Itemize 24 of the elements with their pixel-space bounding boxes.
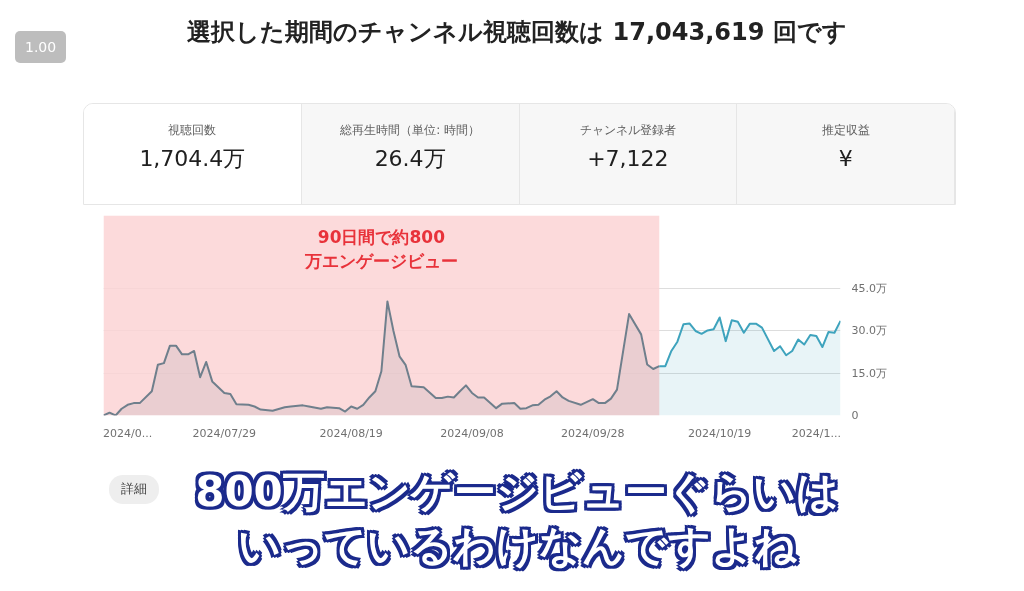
band-label: 90日間で約800万エンゲージビュー: [303, 226, 458, 271]
y-tick-label: 15.0万: [851, 366, 887, 380]
y-tick-label: 0: [851, 409, 859, 422]
x-tick-label: 2024/09/28: [561, 426, 625, 440]
text: 1.00: [15, 31, 67, 63]
x-tick-label: 2024/07/29: [192, 426, 257, 440]
chart-title: 選択した期間のチャンネル視聴回数は 17,043,619 回です: [187, 18, 847, 46]
x-tick-label: 2024/10/19: [687, 426, 752, 440]
x-tick-label: 2024/09/08: [440, 426, 504, 440]
y-tick-label: 45.0万: [851, 282, 887, 296]
text: 推定収益: [820, 122, 871, 139]
x-tick-label: 2024/1...: [791, 426, 841, 440]
text: +7,122: [586, 145, 670, 174]
text: 視聴回数: [167, 122, 218, 139]
text: 総再生時間（単位: 時間）: [339, 122, 482, 139]
text: ¥: [837, 145, 854, 174]
text: チャンネル登録者: [578, 122, 677, 139]
text: 1,704.4万: [138, 145, 247, 174]
x-tick-label: 2024/08/19: [319, 426, 383, 440]
y-tick-label: 30.0万: [851, 324, 887, 338]
text: 詳細: [109, 475, 159, 504]
text: 26.4万: [373, 145, 447, 174]
text: 800万エンゲージビューぐらいは: [195, 467, 839, 516]
x-tick-label: 2024/0...: [103, 426, 153, 440]
